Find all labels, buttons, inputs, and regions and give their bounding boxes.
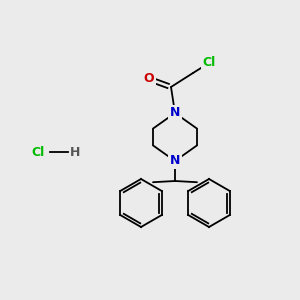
Text: N: N xyxy=(170,106,180,119)
Text: N: N xyxy=(170,154,180,167)
Text: H: H xyxy=(70,146,80,158)
Text: Cl: Cl xyxy=(202,56,216,70)
Text: Cl: Cl xyxy=(32,146,45,158)
Text: O: O xyxy=(144,73,154,85)
